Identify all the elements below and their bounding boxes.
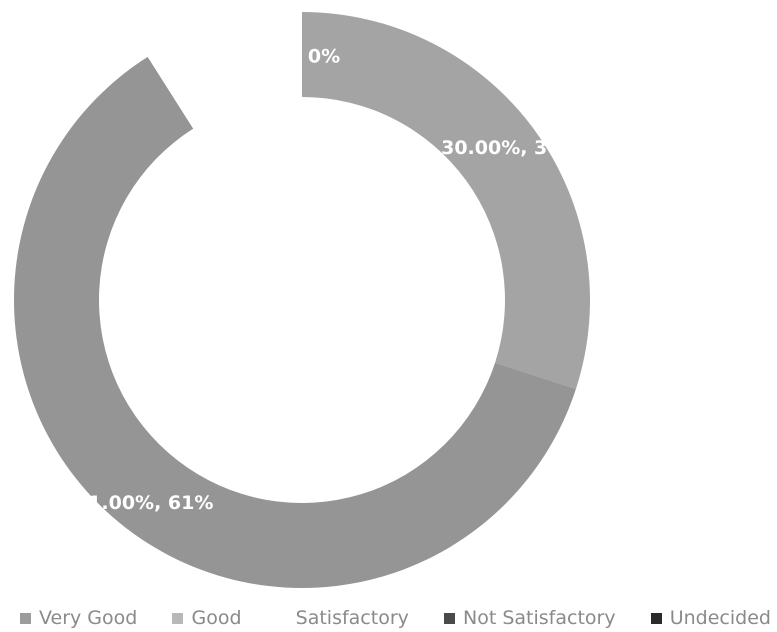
legend-item-satisfactory: Satisfactory	[276, 607, 409, 629]
data-label-zero-percent: 0%	[308, 46, 340, 68]
donut-chart: 30.00%, 30% 61.00%, 61% 0%	[14, 12, 590, 588]
legend-label-undecided: Undecided	[669, 607, 771, 629]
legend-swatch-good	[172, 612, 184, 624]
legend-label-satisfactory: Satisfactory	[295, 607, 409, 629]
slice-very-good	[302, 12, 590, 389]
legend-item-good: Good	[172, 607, 242, 629]
legend-swatch-not-satisfactory	[444, 612, 456, 624]
legend-label-not-satisfactory: Not Satisfactory	[463, 607, 616, 629]
legend-label-very-good: Very Good	[39, 607, 138, 629]
legend-swatch-very-good	[20, 612, 31, 624]
legend-item-very-good: Very Good	[20, 607, 137, 629]
legend-item-not-satisfactory: Not Satisfactory	[444, 607, 616, 629]
data-label-very-good: 30.00%, 30%	[441, 137, 579, 159]
legend-item-undecided: Undecided	[650, 607, 771, 629]
slice-good	[14, 56, 576, 588]
legend-swatch-undecided	[650, 612, 662, 624]
legend-swatch-satisfactory	[276, 612, 288, 624]
chart-legend: Very Good Good Satisfactory Not Satisfac…	[0, 604, 777, 632]
data-label-good: 61.00%, 61%	[75, 492, 213, 514]
slice-satisfactory	[147, 12, 302, 129]
legend-label-good: Good	[191, 607, 242, 629]
